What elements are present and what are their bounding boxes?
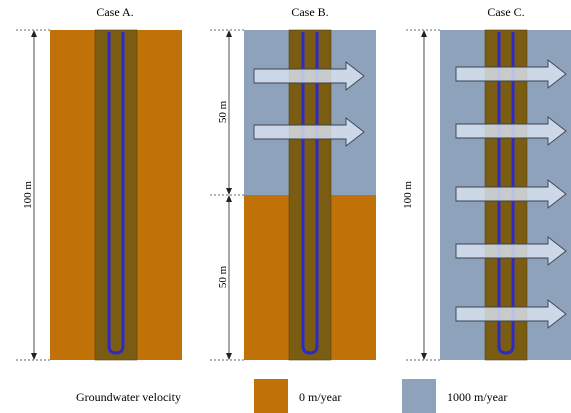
flow-arrow — [455, 236, 567, 266]
case-c-dimension-label: 100 m — [402, 181, 414, 209]
case-b-dimensions: 50 m 50 m — [210, 29, 244, 361]
flow-arrow — [455, 59, 567, 89]
case-b-u-pipe — [301, 32, 319, 355]
case-b-flow-arrows — [253, 61, 365, 147]
case-b-borehole — [288, 29, 332, 361]
flow-arrow — [455, 179, 567, 209]
case-c-u-pipe — [497, 32, 515, 355]
case-a-dimension-label: 100 m — [22, 181, 34, 209]
case-c: Case C. 100 m — [402, 5, 571, 361]
case-a-title: Case A. — [96, 5, 133, 19]
case-c-flow-arrows — [455, 59, 567, 329]
flow-arrow — [455, 116, 567, 146]
case-b: Case B. 50 m 50 m — [210, 5, 376, 361]
case-c-dimension: 100 m — [402, 29, 440, 361]
case-a-dimension: 100 m — [16, 29, 50, 361]
legend-label-soil: 0 m/year — [299, 390, 341, 404]
legend-swatch-soil — [254, 379, 288, 413]
case-a-u-pipe — [107, 32, 125, 355]
legend-label-water: 1000 m/year — [447, 390, 507, 404]
case-b-upper-dimension-label: 50 m — [217, 100, 229, 123]
flow-arrow — [253, 117, 365, 147]
case-c-title: Case C. — [487, 5, 524, 19]
case-b-title: Case B. — [291, 5, 328, 19]
legend: Groundwater velocity 0 m/year 1000 m/yea… — [76, 379, 507, 413]
case-a: Case A. 100 m — [16, 5, 182, 361]
case-b-lower-dimension-label: 50 m — [217, 265, 229, 288]
legend-title: Groundwater velocity — [76, 390, 181, 404]
case-a-borehole — [94, 29, 138, 361]
legend-swatch-water — [402, 379, 436, 413]
flow-arrow — [253, 61, 365, 91]
flow-arrow — [455, 299, 567, 329]
